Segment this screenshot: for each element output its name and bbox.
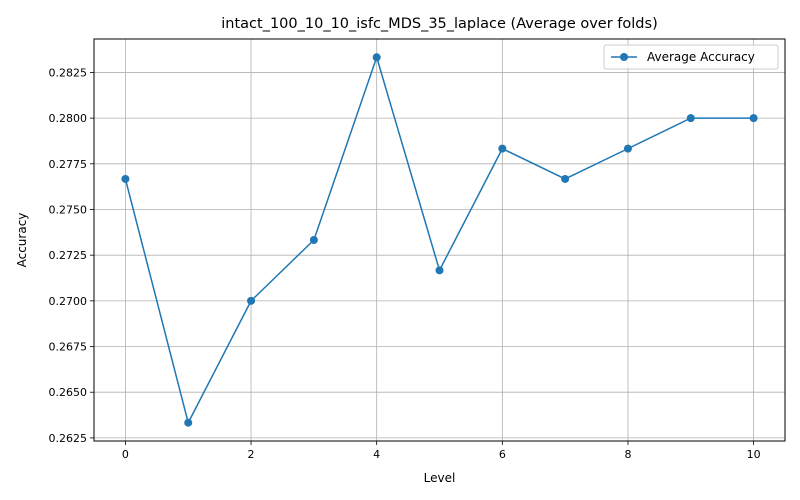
x-tick-label: 4: [373, 448, 380, 461]
x-axis-label: Level: [424, 471, 456, 485]
y-tick-label: 0.2800: [49, 112, 88, 125]
x-axis-ticks: 0 2 4 6 8 10: [122, 441, 761, 461]
data-point: [623, 144, 632, 153]
series-points-layer: [121, 53, 758, 427]
x-tick-label: 10: [747, 448, 761, 461]
data-point: [498, 144, 507, 153]
legend-box: [603, 44, 779, 70]
y-tick-label: 0.2675: [49, 341, 88, 354]
y-axis-ticks: 0.2625 0.2650 0.2675 0.2700 0.2725 0.2750 0.27…: [49, 66, 94, 445]
data-point: [561, 174, 570, 183]
y-tick-label: 0.2625: [49, 432, 88, 445]
y-tick-label: 0.2750: [49, 203, 88, 216]
data-point: [309, 236, 318, 244]
data-point: [435, 266, 444, 275]
data-point: [749, 114, 758, 123]
x-tick-label: 2: [248, 448, 255, 461]
data-point: [184, 418, 193, 427]
plot-frame: [93, 38, 786, 442]
y-tick-label: 0.2650: [49, 386, 88, 399]
legend-marker-swatch: [620, 53, 628, 61]
legend: Average Accuracy: [603, 44, 779, 70]
data-point: [686, 114, 695, 123]
chart-title: intact_100_10_10_isfc_MDS_35_laplace (Av…: [221, 16, 657, 32]
y-tick-label: 0.2725: [49, 249, 88, 262]
legend-label: Average Accuracy: [647, 50, 755, 64]
x-tick-label: 0: [122, 448, 129, 461]
x-tick-label: 6: [499, 448, 506, 461]
data-point: [121, 174, 130, 183]
y-tick-label: 0.2825: [49, 66, 88, 79]
data-point: [372, 53, 381, 62]
data-point: [247, 296, 256, 305]
y-tick-label: 0.2700: [49, 295, 88, 308]
x-tick-label: 8: [624, 448, 631, 461]
y-tick-label: 0.2775: [49, 158, 88, 171]
grid: [94, 39, 785, 441]
y-axis-label: Accuracy: [15, 213, 29, 268]
